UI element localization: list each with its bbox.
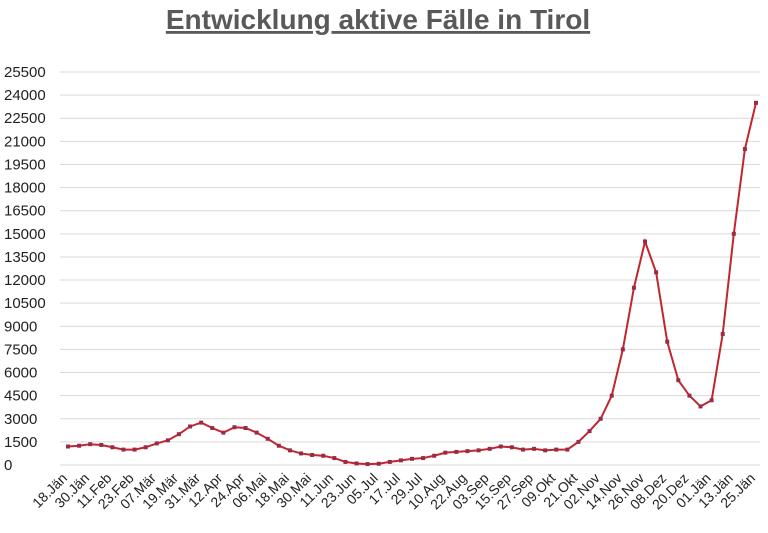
data-point (709, 398, 714, 403)
data-point (66, 444, 70, 449)
y-tick-label: 6000 (4, 365, 37, 382)
data-point (99, 442, 104, 447)
y-tick-label: 7500 (4, 341, 37, 358)
data-point (354, 461, 359, 466)
data-point (143, 445, 148, 450)
y-tick-label: 22500 (4, 110, 46, 127)
data-point (110, 445, 115, 450)
data-point (587, 429, 592, 434)
data-point (454, 449, 459, 454)
data-point (498, 444, 503, 449)
data-point (154, 441, 159, 446)
data-point (199, 420, 204, 425)
data-point (376, 461, 381, 466)
data-point (565, 447, 570, 452)
data-point (731, 231, 736, 236)
data-point (287, 448, 292, 453)
data-point (654, 270, 659, 275)
data-point (543, 448, 548, 453)
data-point (343, 459, 348, 464)
y-tick-label: 15000 (4, 226, 46, 243)
data-point (321, 453, 326, 458)
data-point (720, 332, 725, 336)
data-point (532, 446, 537, 451)
data-point (620, 347, 625, 352)
data-point (132, 447, 137, 452)
data-point (176, 432, 181, 437)
data-point (465, 449, 470, 454)
data-point (188, 424, 193, 429)
y-tick-label: 0 (4, 457, 12, 474)
data-point (387, 459, 392, 464)
y-tick-label: 9000 (4, 318, 37, 335)
data-point (254, 430, 259, 435)
data-point (554, 447, 559, 452)
data-point (421, 456, 426, 461)
data-point (121, 447, 126, 452)
data-point (299, 451, 304, 456)
y-tick-label: 1500 (4, 434, 37, 451)
data-point (165, 438, 170, 443)
data-point (410, 456, 414, 461)
data-point (742, 147, 747, 152)
data-point (576, 439, 581, 444)
y-tick-label: 25500 (4, 64, 46, 81)
data-point (609, 393, 614, 398)
y-tick-label: 24000 (4, 87, 46, 104)
data-point (509, 445, 514, 450)
data-point (643, 239, 648, 244)
y-tick-label: 4500 (4, 388, 37, 405)
data-point (221, 430, 226, 435)
data-point (598, 416, 603, 421)
y-tick-label: 18000 (4, 180, 46, 197)
data-point (77, 443, 82, 448)
data-point (210, 426, 215, 431)
chart-title: Entwicklung aktive Fälle in Tirol (166, 4, 590, 35)
data-point (754, 100, 758, 105)
y-tick-label: 21000 (4, 133, 46, 150)
data-point (631, 285, 636, 290)
data-point (520, 447, 525, 452)
data-point (487, 446, 492, 451)
data-point (443, 450, 448, 455)
y-tick-label: 13500 (4, 249, 46, 266)
data-point (243, 426, 248, 431)
y-tick-label: 19500 (4, 156, 46, 173)
data-point (332, 456, 337, 461)
y-tick-label: 10500 (4, 295, 46, 312)
data-point (476, 448, 481, 453)
y-tick-label: 12000 (4, 272, 46, 289)
data-point (365, 462, 370, 467)
data-point (88, 442, 93, 447)
data-point (676, 378, 681, 383)
y-tick-label: 3000 (4, 411, 37, 428)
data-line (67, 102, 757, 466)
y-tick-label: 16500 (4, 203, 46, 220)
data-point (687, 393, 692, 398)
data-point (665, 339, 670, 344)
data-point (276, 443, 281, 448)
data-point (432, 453, 437, 458)
data-point (232, 425, 237, 430)
data-point (310, 452, 315, 457)
data-point (698, 404, 703, 409)
data-point (265, 436, 270, 441)
data-point (398, 458, 403, 463)
